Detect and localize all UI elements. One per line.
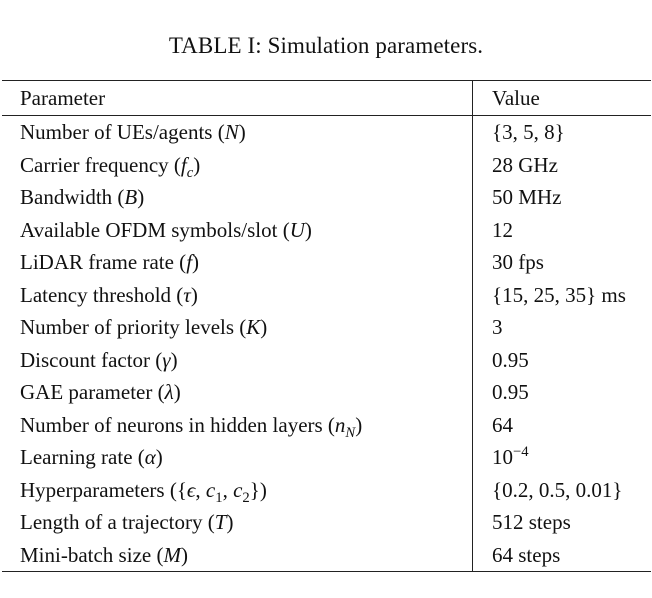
parameter-cell: Available OFDM symbols/slot (U) [2,213,473,246]
parameter-cell: Carrier frequency (fc) [2,148,473,181]
parameter-cell: Discount factor (γ) [2,343,473,376]
table-row: GAE parameter (λ) 0.95 [2,376,651,409]
value-cell: 12 [492,217,513,242]
value-cell: {3, 5, 8} [492,120,565,144]
value-cell: 64 [492,412,513,437]
table-row: Discount factor (γ) 0.95 [2,343,651,376]
parameter-cell: Bandwidth (B) [2,181,473,214]
value-cell: 512 steps [492,510,571,534]
parameter-cell: Number of UEs/agents (N) [2,115,473,149]
header-value: Value [472,80,651,116]
table-row: Hyperparameters ({ϵ, c1, c2}) {0.2, 0.5, … [2,473,651,506]
table-row: Number of UEs/agents (N) {3, 5, 8} [2,115,651,149]
value-cell: {15, 25, 35} ms [492,282,626,307]
parameter-cell: Mini-batch size (M) [2,538,473,572]
table-row: Learning rate (α) 10−4 [2,441,651,474]
value-cell: 50 MHz [492,185,562,209]
header-parameter: Parameter [2,80,473,116]
table-row: Latency threshold (τ) {15, 25, 35} ms [2,278,651,311]
value-cell: 30 fps [492,250,544,274]
parameter-cell: Latency threshold (τ) [2,278,473,311]
table-body: Number of UEs/agents (N) {3, 5, 8} Carrier… [2,115,651,572]
parameter-cell: Learning rate (α) [2,441,473,474]
value-cell: 28 GHz [492,152,558,177]
value-cell: 10−4 [492,444,529,469]
value-cell: 0.95 [492,380,529,404]
value-cell: 0.95 [492,347,529,372]
table-row: Available OFDM symbols/slot (U) 12 [2,213,651,246]
table-row: Number of priority levels (K) 3 [2,311,651,344]
table-row: Carrier frequency (fc) 28 GHz [2,148,651,181]
parameter-cell: Length of a trajectory (T) [2,506,473,539]
table-header-row: Parameter Value [2,80,651,116]
table-row: LiDAR frame rate (f) 30 fps [2,246,651,279]
parameter-cell: GAE parameter (λ) [2,376,473,409]
table-row: Number of neurons in hidden layers (nN) 6… [2,408,651,441]
table-row: Mini-batch size (M) 64 steps [2,538,651,572]
parameter-cell: Number of neurons in hidden layers (nN) [2,408,473,441]
parameter-cell: LiDAR frame rate (f) [2,246,473,279]
value-cell: 64 steps [472,538,651,572]
value-cell: 3 [492,315,503,339]
parameter-cell: Hyperparameters ({ϵ, c1, c2}) [2,473,473,506]
table-row: Bandwidth (B) 50 MHz [2,181,651,214]
simulation-parameters-table: Parameter Value Number of UEs/agents (N)… [2,80,651,572]
value-cell: {0.2, 0.5, 0.01} [492,477,623,502]
table-row: Length of a trajectory (T) 512 steps [2,506,651,539]
table-caption: TABLE I: Simulation parameters. [168,33,484,58]
parameter-cell: Number of priority levels (K) [2,311,473,344]
